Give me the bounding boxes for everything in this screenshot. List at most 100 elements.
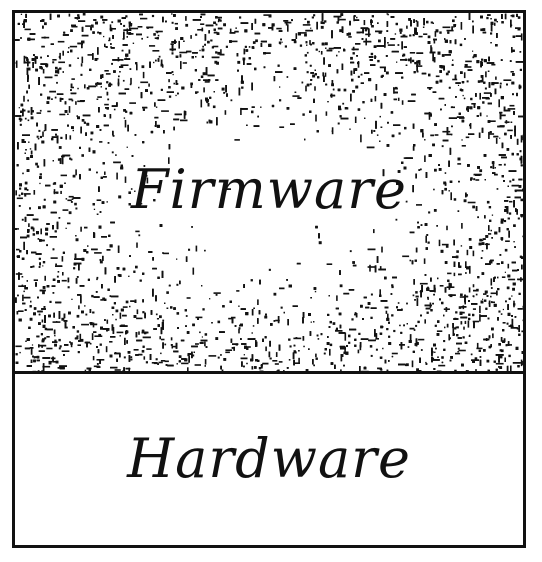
stipple-dot	[326, 342, 330, 345]
layer-stack-diagram: Firmware Hardware	[12, 10, 526, 548]
stipple-dot	[84, 369, 87, 371]
stipple-dot	[456, 250, 459, 253]
stipple-dot	[512, 287, 515, 291]
stipple-dot	[520, 359, 523, 367]
stipple-dot	[93, 296, 100, 298]
stipple-dot	[154, 37, 158, 39]
stipple-dot	[427, 241, 430, 244]
stipple-dot	[150, 130, 154, 134]
stipple-dot	[234, 139, 240, 141]
stipple-dot	[165, 20, 167, 23]
stipple-dot	[480, 28, 483, 32]
stipple-dot	[424, 112, 432, 115]
stipple-dot	[310, 27, 312, 29]
stipple-dot	[176, 258, 178, 260]
stipple-dot	[129, 83, 132, 86]
stipple-dot	[138, 331, 140, 335]
stipple-dot	[126, 146, 128, 148]
stipple-dot	[412, 350, 415, 353]
stipple-dot	[212, 105, 216, 109]
stipple-dot	[60, 190, 62, 194]
stipple-dot	[391, 284, 394, 287]
stipple-dot	[441, 145, 444, 148]
stipple-dot	[349, 250, 352, 253]
stipple-dot	[343, 48, 345, 51]
stipple-dot	[486, 200, 490, 204]
stipple-dot	[99, 343, 102, 346]
stipple-dot	[399, 32, 402, 34]
stipple-dot	[116, 172, 118, 180]
stipple-dot	[395, 22, 398, 26]
stipple-dot	[33, 279, 38, 281]
stipple-dot	[508, 354, 511, 358]
stipple-dot	[293, 40, 297, 44]
stipple-dot	[234, 30, 239, 33]
stipple-dot	[328, 47, 334, 50]
stipple-dot	[375, 30, 383, 33]
stipple-dot	[373, 229, 375, 234]
stipple-dot	[386, 328, 389, 331]
stipple-dot	[315, 114, 317, 122]
stipple-dot	[91, 294, 94, 298]
stipple-dot	[63, 313, 66, 319]
stipple-dot	[170, 337, 173, 341]
stipple-dot	[70, 342, 73, 345]
stipple-dot	[504, 206, 507, 209]
stipple-dot	[236, 53, 239, 57]
stipple-dot	[516, 209, 518, 215]
stipple-dot	[62, 71, 64, 73]
stipple-dot	[358, 332, 361, 335]
stipple-dot	[512, 35, 516, 38]
stipple-dot	[72, 174, 76, 178]
stipple-dot	[504, 209, 508, 212]
stipple-dot	[75, 169, 77, 176]
stipple-dot	[118, 92, 126, 95]
stipple-dot	[424, 223, 428, 226]
stipple-dot	[171, 347, 173, 349]
stipple-dot	[271, 104, 275, 108]
stipple-dot	[24, 152, 26, 154]
stipple-dot	[200, 339, 208, 342]
stipple-dot	[461, 223, 463, 229]
stipple-dot	[458, 306, 462, 309]
stipple-dot	[50, 43, 54, 45]
stipple-dot	[119, 312, 122, 319]
stipple-dot	[292, 95, 300, 97]
stipple-dot	[70, 29, 73, 32]
stipple-dot	[318, 50, 320, 53]
stipple-dot	[490, 93, 492, 97]
stipple-dot	[467, 201, 476, 204]
stipple-dot	[329, 343, 333, 347]
stipple-dot	[110, 43, 112, 45]
stipple-dot	[313, 14, 316, 17]
stipple-dot	[488, 225, 490, 231]
stipple-dot	[52, 361, 57, 363]
stipple-dot	[490, 32, 493, 35]
stipple-dot	[519, 51, 522, 53]
stipple-dot	[309, 331, 312, 336]
stipple-dot	[446, 133, 453, 136]
stipple-dot	[360, 31, 364, 34]
stipple-dot	[406, 323, 408, 325]
stipple-dot	[48, 361, 52, 365]
stipple-dot	[61, 350, 70, 352]
stipple-dot	[291, 19, 293, 22]
stipple-dot	[216, 61, 219, 65]
stipple-dot	[470, 353, 473, 356]
stipple-dot	[495, 362, 504, 365]
stipple-dot	[476, 342, 479, 349]
stipple-dot	[519, 150, 522, 153]
stipple-dot	[105, 346, 108, 353]
stipple-dot	[46, 223, 50, 225]
stipple-dot	[50, 257, 58, 259]
stipple-dot	[159, 336, 161, 340]
stipple-dot	[152, 257, 154, 261]
stipple-dot	[176, 83, 179, 85]
stipple-dot	[516, 328, 519, 330]
stipple-dot	[24, 28, 31, 31]
stipple-dot	[44, 337, 47, 340]
stipple-dot	[19, 123, 22, 126]
stipple-dot	[124, 88, 130, 90]
stipple-dot	[168, 95, 172, 98]
stipple-dot	[76, 18, 79, 20]
